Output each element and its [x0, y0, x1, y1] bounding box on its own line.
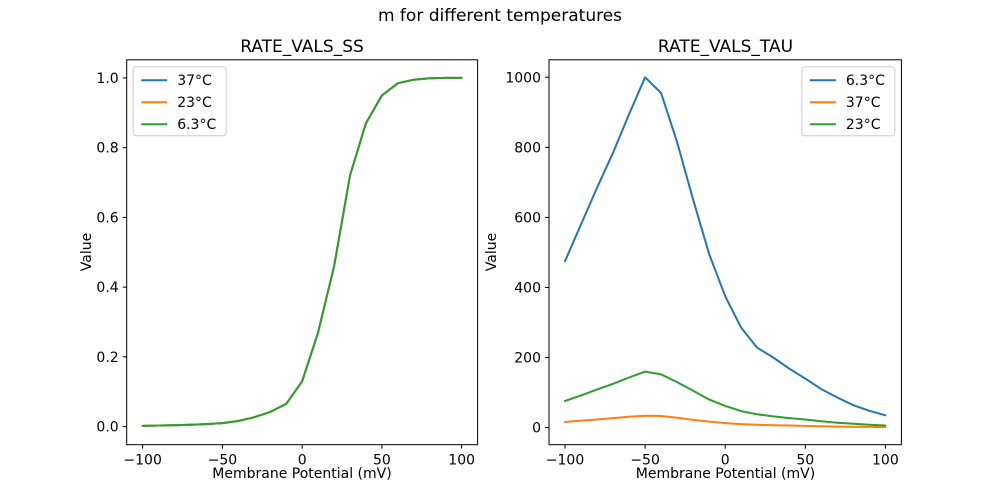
legend-label-37cc: 37°C: [846, 95, 881, 111]
x-tick-label: −50: [630, 453, 660, 469]
x-tick-label: 50: [796, 453, 814, 469]
x-tick-label: −100: [123, 453, 161, 469]
y-tick-label: 400: [514, 280, 541, 296]
y-tick-label: 0.2: [96, 350, 118, 366]
curve-6.3cc: [141, 76, 463, 427]
x-tick-label: −50: [208, 453, 238, 469]
legend-label-6.3cc: 6.3°C: [846, 73, 885, 89]
y-tick-label: 1.0: [96, 71, 118, 87]
left-plot-title: RATE_VALS_SS: [240, 37, 364, 57]
legend-box: [801, 66, 896, 137]
y-tick-label: 0.8: [96, 141, 118, 157]
legend-label-37cc: 37°C: [177, 73, 212, 89]
curve-23cc: [564, 370, 887, 427]
legend-box: [132, 66, 227, 137]
curve-37cc: [564, 414, 887, 429]
y-tick-label: 0: [532, 421, 541, 437]
plot-border: [126, 59, 479, 446]
y-tick-label: 0.0: [96, 420, 118, 436]
y-tick-label: 800: [514, 140, 541, 156]
legend-label-23cc: 23°C: [846, 117, 881, 133]
legend-label-23cc: 23°C: [177, 95, 212, 111]
plot-border: [548, 59, 902, 446]
x-tick-label: 100: [872, 453, 899, 469]
x-tick-label: 50: [373, 453, 391, 469]
x-tick-label: 100: [448, 453, 475, 469]
x-tick-label: 0: [298, 453, 307, 469]
legend-label-6.3cc: 6.3°C: [177, 117, 216, 133]
curve-6.3cc: [564, 76, 887, 417]
y-tick-label: 0.6: [96, 210, 118, 226]
y-tick-label: 1000: [505, 70, 541, 86]
y-tick-label: 200: [514, 351, 541, 367]
x-tick-label: 0: [721, 453, 730, 469]
y-tick-label: 0.4: [96, 280, 118, 296]
right-plot-title: RATE_VALS_TAU: [657, 37, 794, 57]
y-tick-label: 600: [514, 210, 541, 226]
left-x-axis-label: Membrane Potential (mV): [212, 466, 392, 482]
right-x-axis-label: Membrane Potential (mV): [635, 466, 816, 482]
x-tick-label: −100: [546, 453, 584, 469]
figure-title: m for different temperatures: [377, 6, 623, 26]
left-axes: −100 −50 0 50 100 0.0 0.2 0.4 0.6 0.8 1.0 37°C 23°C 6…: [96, 59, 479, 469]
